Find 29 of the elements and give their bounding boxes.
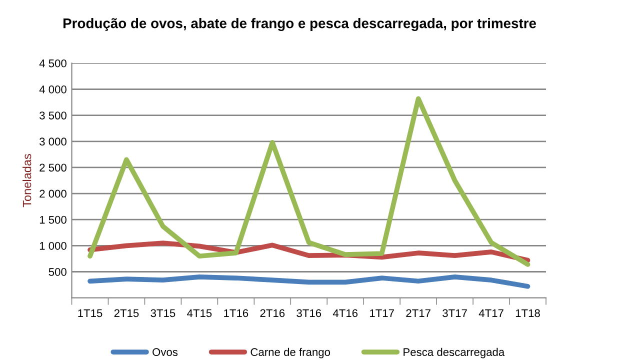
x-tick-label: 2T15 — [114, 309, 139, 318]
line-series — [88, 274, 530, 289]
y-axis-title: Toneladas — [22, 154, 32, 208]
y-tick-label: 2 500 — [40, 164, 66, 172]
x-tick-label: 2T16 — [260, 309, 285, 318]
x-tick-label: 4T16 — [332, 309, 358, 318]
legend-label: Ovos — [152, 348, 178, 356]
y-tick-label: 4 500 — [39, 59, 66, 68]
x-tick-label: 1T15 — [78, 309, 102, 318]
chart-title: Produção de ovos, abate de frango e pesca descarregada, por trimestre — [64, 18, 536, 32]
x-tick-label: 3T15 — [150, 309, 176, 318]
x-tick-label: 2T17 — [406, 309, 430, 317]
y-tick-label: 3 000 — [40, 138, 66, 146]
y-tick-label: 2 000 — [40, 190, 66, 198]
y-tick-label: 4 000 — [39, 86, 66, 94]
y-tick-label: 3 500 — [40, 112, 66, 120]
y-tick-label: 1 000 — [40, 242, 66, 250]
legend-label: Carne de frango — [250, 348, 330, 358]
y-tick-label: 1 500 — [40, 216, 66, 224]
x-tick-label: 1T17 — [370, 309, 394, 317]
x-tick-label: 1T18 — [516, 309, 540, 318]
x-tick-label: 4T15 — [187, 309, 212, 318]
x-tick-label: 3T17 — [442, 309, 467, 318]
line-series — [88, 96, 530, 267]
x-tick-label: 4T17 — [478, 309, 504, 317]
x-tick-label: 1T16 — [224, 309, 248, 318]
x-tick-label: 3T16 — [296, 309, 322, 318]
y-tick-label: 500 — [48, 268, 66, 276]
legend-label: Pesca descarregada — [404, 348, 505, 358]
